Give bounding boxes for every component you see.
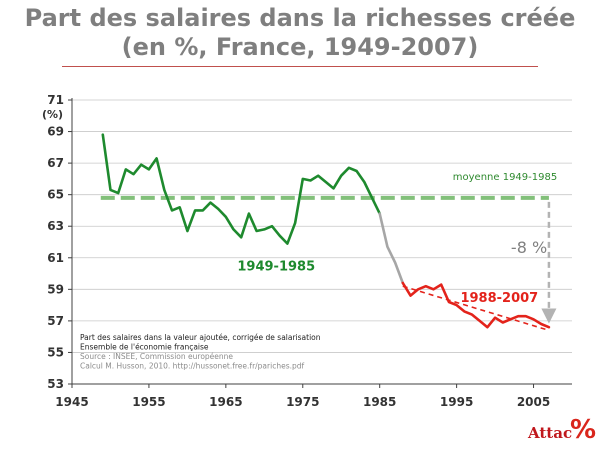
y-tick-label-55: 55 <box>47 345 64 359</box>
y-tick-labels: 53 55 57 59 61 63 65 67 69 71 <box>47 93 72 391</box>
y-tick-label-57: 57 <box>47 314 64 328</box>
y-tick-label-59: 59 <box>47 282 64 296</box>
y-tick-label-71: 71 <box>47 93 64 107</box>
y-tick-label-61: 61 <box>47 251 64 265</box>
note-credit: Calcul M. Husson, 2010. http://hussonet.… <box>80 362 305 371</box>
x-tick-label-1975: 1975 <box>286 395 319 409</box>
y-axis-unit-label: (%) <box>42 108 63 121</box>
red-trend-line <box>402 285 550 332</box>
x-tick-label-1965: 1965 <box>209 395 242 409</box>
series-line-1949-1985 <box>101 133 382 245</box>
note-description: Part des salaires dans la valeur ajoutée… <box>80 333 321 342</box>
y-tick-label-63: 63 <box>47 219 64 233</box>
title-underline <box>62 66 538 67</box>
y-tick-label-65: 65 <box>47 188 64 202</box>
y-tick-label-67: 67 <box>47 156 64 170</box>
x-tick-label-1945: 1945 <box>55 395 88 409</box>
percent-logo-icon: % <box>570 415 597 445</box>
series-line-1988-2007 <box>401 281 551 329</box>
x-tick-label-1985: 1985 <box>363 395 396 409</box>
y-tick-label-69: 69 <box>47 125 64 139</box>
x-tick-labels: 1945 1955 1965 1975 1985 1995 2005 <box>55 384 550 409</box>
axes <box>71 98 572 385</box>
x-tick-label-1955: 1955 <box>132 395 165 409</box>
average-reference-label: moyenne 1949-1985 <box>453 172 557 183</box>
note-scope: Ensemble de l'économie française <box>80 343 209 352</box>
grid-lines <box>72 99 572 385</box>
y-tick-label-53: 53 <box>47 377 64 391</box>
x-tick-label-1995: 1995 <box>440 395 473 409</box>
title-line-1: Part des salaires dans la richesses créé… <box>24 4 576 32</box>
attac-logo: Attac <box>528 424 573 442</box>
series-line-transition <box>378 212 405 285</box>
chart-title: Part des salaires dans la richesses créé… <box>0 4 600 62</box>
red-period-label: 1988-2007 <box>460 291 538 306</box>
x-tick-label-2005: 2005 <box>517 395 550 409</box>
title-line-2: (en %, France, 1949-2007) <box>121 33 479 61</box>
decline-label: -8 % <box>511 238 547 257</box>
data-series <box>101 133 551 329</box>
note-source: Source : INSEE, Commission européenne <box>80 352 233 361</box>
green-period-label: 1949-1985 <box>237 259 315 274</box>
